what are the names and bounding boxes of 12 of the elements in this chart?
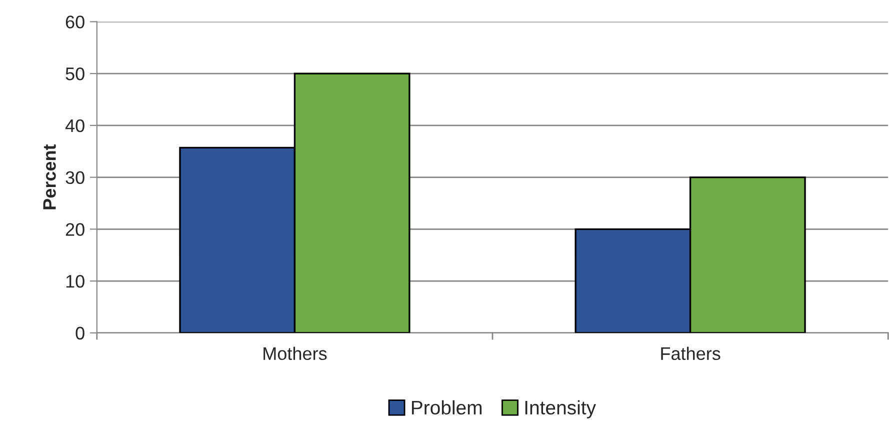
y-tick-label: 30 <box>66 171 84 184</box>
y-tick-label: 0 <box>76 326 84 340</box>
y-tick-label: 20 <box>66 223 84 236</box>
x-tick-label: Mothers <box>264 346 327 360</box>
y-axis-title: Percent <box>43 144 56 210</box>
y-tick-label: 60 <box>66 16 84 28</box>
y-tick-label: 50 <box>66 67 84 80</box>
x-tick-label: Fathers <box>661 346 720 360</box>
y-tick-label: 40 <box>65 119 84 132</box>
legend-label: Intensity <box>525 400 596 418</box>
y-tick-label: 10 <box>66 274 84 288</box>
legend-label: Problem <box>412 400 482 415</box>
